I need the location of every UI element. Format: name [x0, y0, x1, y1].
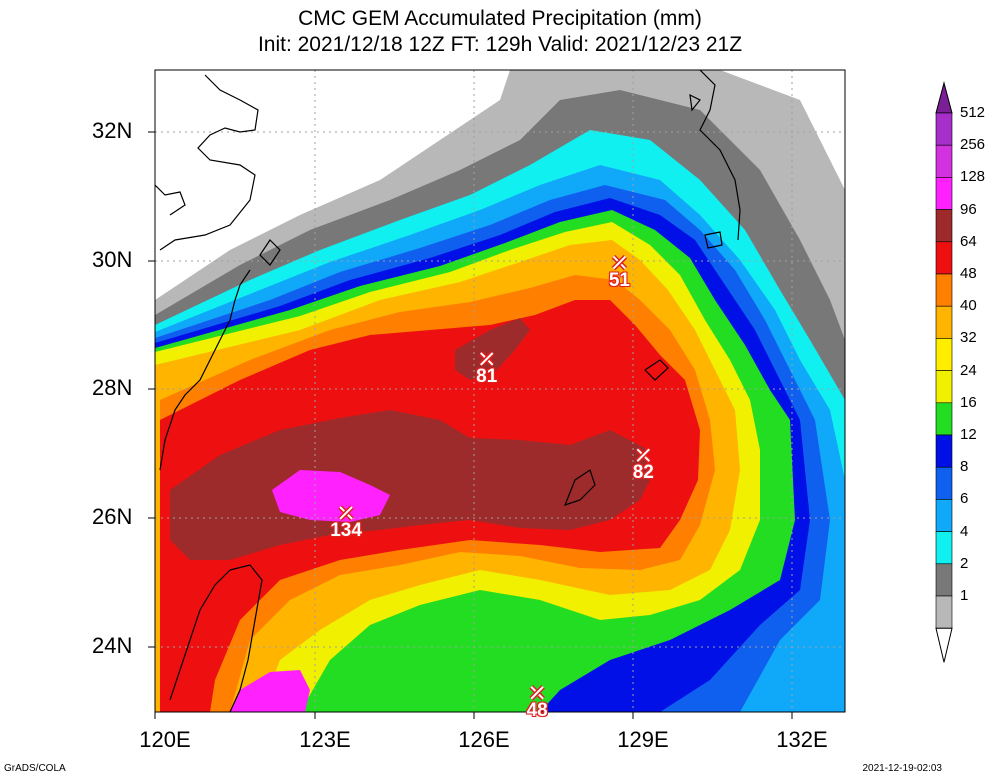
- legend-level-label: 1: [960, 587, 969, 604]
- maximum-value-label: 81: [476, 365, 498, 387]
- lat-label-26n: 26N: [92, 504, 133, 529]
- footer-credit: GrADS/COLA: [4, 763, 66, 774]
- legend-swatch: [935, 563, 953, 597]
- lat-label-32n: 32N: [92, 118, 133, 143]
- legend-swatch: [935, 370, 953, 404]
- legend-swatch: [935, 434, 953, 468]
- map-title: CMC GEM Accumulated Precipitation (mm): [298, 7, 702, 30]
- legend-level-label: 32: [960, 329, 977, 347]
- legend-swatch: [935, 531, 953, 565]
- legend-overflow-triangle: [935, 81, 953, 114]
- lat-label-28n: 28N: [92, 375, 133, 400]
- legend-level-label: 48: [960, 265, 977, 282]
- maximum-value-label: 51: [608, 269, 630, 291]
- legend-level-label: 40: [960, 297, 977, 315]
- band-96: [272, 470, 390, 522]
- coastlines: [155, 70, 741, 712]
- maxima-markers: [338, 254, 652, 701]
- legend-level-label: 256: [960, 136, 986, 154]
- lon-label-129e: 129E: [617, 727, 669, 752]
- maximum-marker: [339, 506, 353, 520]
- legend-swatch: [935, 499, 953, 532]
- maximum-marker: [636, 448, 651, 462]
- legend-swatch: [935, 112, 953, 146]
- legend-swatch: [935, 177, 953, 210]
- legend-level-label: 8: [960, 458, 969, 476]
- legend-swatch: [935, 144, 953, 178]
- legend-swatch: [935, 241, 953, 275]
- legend-swatch: [935, 338, 953, 371]
- map-frame: [154, 69, 846, 713]
- maximum-marker: [612, 255, 627, 270]
- legend-level-label: 512: [960, 104, 986, 121]
- lon-label-120e: 120E: [139, 727, 191, 752]
- lon-label-126e: 126E: [458, 727, 510, 752]
- band-64: [170, 410, 650, 560]
- legend-level-label: 2: [960, 554, 969, 572]
- legend-level-label: 16: [960, 393, 977, 411]
- lat-label-30n: 30N: [92, 247, 133, 272]
- legend-swatch: [935, 595, 953, 629]
- legend-level-label: 64: [960, 232, 977, 250]
- graticule: [155, 70, 845, 712]
- legend-swatch: [935, 305, 953, 339]
- lon-label-132e: 132E: [776, 727, 828, 752]
- legend-swatch: [935, 209, 953, 243]
- maximum-value-label: 134: [330, 519, 362, 541]
- maximum-marker: [530, 686, 544, 700]
- legend-level-label: 6: [960, 490, 969, 508]
- legend-level-label: 96: [960, 200, 977, 218]
- maximum-value-label: 48: [526, 699, 548, 721]
- axis-ticks: [148, 131, 793, 719]
- band-96-south: [230, 670, 310, 712]
- legend-swatch: [935, 273, 953, 307]
- legend-level-label: 12: [960, 426, 977, 443]
- lat-label-24n: 24N: [92, 633, 133, 658]
- legend-level-label: 4: [960, 522, 969, 540]
- maximum-value-label: 82: [632, 462, 654, 484]
- legend-swatch: [935, 402, 953, 436]
- legend-level-label: 24: [960, 361, 977, 379]
- legend-swatch: [935, 466, 953, 500]
- footer-timestamp: 2021-12-19-02:03: [862, 763, 942, 774]
- lon-label-123e: 123E: [299, 727, 351, 752]
- maximum-marker: [480, 352, 494, 366]
- map-subtitle: Init: 2021/12/18 12Z FT: 129h Valid: 202…: [257, 33, 743, 56]
- legend-level-label: 128: [960, 168, 986, 186]
- legend-underflow-triangle: [935, 627, 953, 663]
